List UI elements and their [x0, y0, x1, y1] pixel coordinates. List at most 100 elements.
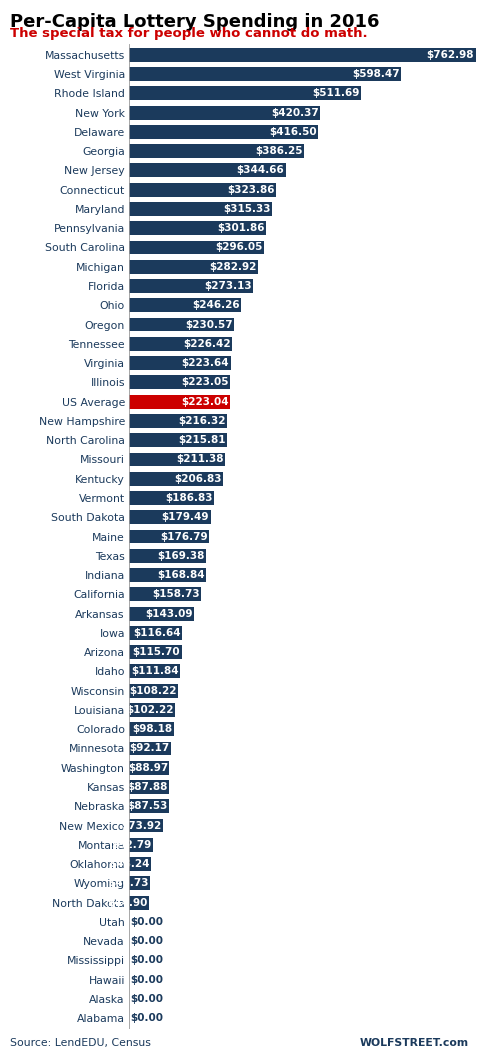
- Text: Source: LendEDU, Census: Source: LendEDU, Census: [10, 1037, 151, 1048]
- Bar: [129, 837, 153, 852]
- Bar: [129, 568, 206, 582]
- Text: $0.00: $0.00: [130, 975, 163, 985]
- Text: $87.88: $87.88: [127, 782, 168, 792]
- Text: $315.33: $315.33: [223, 204, 271, 214]
- Text: $0.00: $0.00: [130, 955, 163, 966]
- Bar: [129, 529, 209, 544]
- Bar: [129, 857, 151, 871]
- Text: $0.00: $0.00: [130, 994, 163, 1004]
- Text: $92.17: $92.17: [130, 744, 170, 753]
- Bar: [129, 376, 230, 389]
- Bar: [129, 279, 253, 292]
- Text: $230.57: $230.57: [185, 320, 232, 329]
- Text: $98.18: $98.18: [132, 724, 172, 734]
- Text: $216.32: $216.32: [178, 416, 226, 426]
- Bar: [129, 665, 180, 679]
- Bar: [129, 394, 230, 408]
- Text: $282.92: $282.92: [209, 262, 256, 271]
- Bar: [129, 800, 169, 813]
- Bar: [129, 357, 231, 370]
- Text: $762.98: $762.98: [427, 49, 474, 60]
- Text: $88.97: $88.97: [128, 763, 168, 773]
- Text: $211.38: $211.38: [176, 454, 224, 464]
- Text: $158.73: $158.73: [152, 589, 200, 600]
- Text: $108.22: $108.22: [130, 686, 177, 695]
- Text: $416.50: $416.50: [269, 127, 317, 137]
- Text: $87.53: $87.53: [127, 802, 167, 811]
- Text: $511.69: $511.69: [313, 88, 360, 98]
- Bar: [129, 703, 175, 716]
- Text: $73.92: $73.92: [121, 821, 161, 831]
- Bar: [129, 742, 171, 755]
- Text: WOLFSTREET.com: WOLFSTREET.com: [359, 1037, 468, 1048]
- Bar: [129, 105, 320, 120]
- Bar: [129, 183, 276, 197]
- Text: $44.90: $44.90: [108, 897, 148, 908]
- Bar: [129, 260, 258, 274]
- Text: $386.25: $386.25: [256, 146, 303, 156]
- Bar: [129, 337, 232, 350]
- Bar: [129, 510, 211, 524]
- Bar: [129, 67, 401, 81]
- Text: $223.64: $223.64: [182, 358, 229, 368]
- Bar: [129, 125, 318, 139]
- Text: $48.24: $48.24: [109, 859, 150, 869]
- Bar: [129, 607, 194, 621]
- Bar: [129, 549, 206, 563]
- Text: $598.47: $598.47: [352, 69, 400, 79]
- Bar: [129, 723, 174, 736]
- Text: $186.83: $186.83: [165, 493, 213, 503]
- Bar: [129, 587, 201, 602]
- Bar: [129, 318, 234, 331]
- Bar: [129, 86, 361, 100]
- Bar: [129, 414, 228, 428]
- Bar: [129, 684, 178, 697]
- Text: $111.84: $111.84: [131, 666, 178, 676]
- Bar: [129, 471, 223, 486]
- Text: $116.64: $116.64: [133, 628, 181, 638]
- Text: $296.05: $296.05: [215, 242, 262, 252]
- Bar: [129, 645, 182, 659]
- Bar: [129, 144, 304, 158]
- Bar: [129, 202, 272, 216]
- Text: $0.00: $0.00: [130, 1013, 163, 1024]
- Text: $273.13: $273.13: [204, 281, 252, 291]
- Text: $420.37: $420.37: [271, 107, 319, 118]
- Text: $169.38: $169.38: [157, 551, 205, 561]
- Bar: [129, 876, 150, 890]
- Bar: [129, 491, 214, 505]
- Text: $0.00: $0.00: [130, 936, 163, 946]
- Text: $223.04: $223.04: [181, 397, 229, 407]
- Text: $115.70: $115.70: [132, 647, 180, 658]
- Bar: [129, 299, 241, 312]
- Text: $301.86: $301.86: [217, 223, 265, 234]
- Bar: [129, 241, 263, 255]
- Text: $179.49: $179.49: [162, 512, 209, 522]
- Text: The special tax for people who cannot do math.: The special tax for people who cannot do…: [10, 27, 367, 40]
- Bar: [129, 433, 227, 447]
- Text: $223.05: $223.05: [182, 378, 229, 387]
- Text: $344.66: $344.66: [237, 165, 284, 176]
- Text: $168.84: $168.84: [157, 570, 205, 580]
- Text: $323.86: $323.86: [228, 185, 275, 195]
- Text: $226.42: $226.42: [183, 339, 230, 349]
- Bar: [129, 47, 476, 62]
- Bar: [129, 163, 286, 178]
- Text: $215.81: $215.81: [178, 436, 226, 445]
- Text: $0.00: $0.00: [130, 917, 163, 927]
- Text: $143.09: $143.09: [145, 609, 193, 619]
- Bar: [129, 221, 266, 236]
- Text: $176.79: $176.79: [161, 531, 208, 542]
- Text: $52.79: $52.79: [111, 839, 152, 850]
- Text: $46.73: $46.73: [109, 878, 149, 888]
- Text: $246.26: $246.26: [192, 300, 239, 310]
- Bar: [129, 895, 150, 910]
- Bar: [129, 452, 225, 466]
- Bar: [129, 818, 163, 832]
- Text: Per-Capita Lottery Spending in 2016: Per-Capita Lottery Spending in 2016: [10, 13, 379, 31]
- Text: $206.83: $206.83: [174, 473, 222, 484]
- Bar: [129, 761, 170, 774]
- Bar: [129, 626, 182, 640]
- Text: $102.22: $102.22: [127, 705, 174, 715]
- Bar: [129, 781, 169, 794]
